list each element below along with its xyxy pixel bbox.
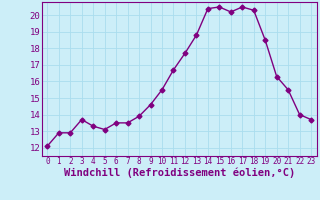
X-axis label: Windchill (Refroidissement éolien,°C): Windchill (Refroidissement éolien,°C) — [64, 168, 295, 178]
